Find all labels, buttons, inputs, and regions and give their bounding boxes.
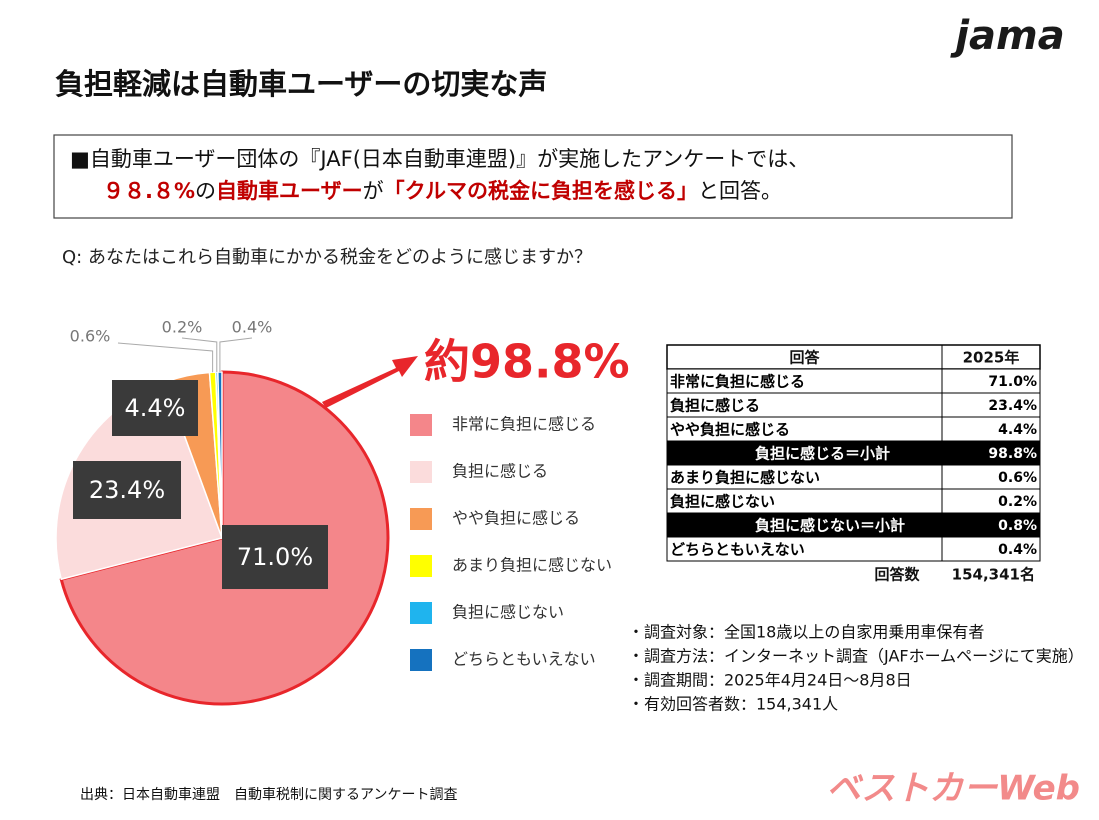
summary-box (53, 134, 1013, 219)
note: ・調査期間：2025年4月24日～8月8日 (628, 671, 912, 690)
legend-swatch (410, 602, 432, 624)
question: Q: あなたはこれら自動車にかかる税金をどのように感じますか？ (62, 247, 592, 268)
legend-label: どちらともいえない (452, 650, 596, 669)
leader-line (117, 342, 214, 373)
annotation-arrow (322, 356, 418, 408)
table-row-bg (666, 512, 1041, 538)
pie-chart: 71.0% 23.4% 4.4% 0.6% 0.2% 0.4% 約98.8% 非常に負担に感じ… (55, 318, 630, 706)
summary-segment: ９８.８% (103, 179, 195, 203)
legend-label: 非常に負担に感じる (452, 415, 596, 434)
summary-segment: の (195, 179, 216, 203)
table-cell: 23.4% (988, 398, 1037, 414)
legend-label: あまり負担に感じない (452, 556, 612, 575)
leader-line (181, 337, 218, 373)
table-header: 回答 (789, 349, 820, 367)
summary-segment: 「クルマの税金に負担を感じる」 (384, 179, 698, 203)
value-label: 4.4% (125, 394, 186, 422)
table-cell: 4.4% (998, 422, 1037, 438)
table-cell: 負担に感じない (670, 493, 775, 511)
summary-segment: 自動車ユーザー (216, 179, 363, 203)
table-cell: 非常に負担に感じる (670, 373, 805, 391)
table-cell: 負担に感じる (670, 397, 760, 415)
logo: jama (949, 13, 1064, 59)
table-row-bg (666, 392, 1041, 418)
table-header: 2025年 (963, 349, 1020, 367)
value-label: 71.0% (237, 543, 313, 571)
table-row-bg (666, 488, 1041, 514)
legend-swatch (410, 461, 432, 483)
slide-title: 負担軽減は自動車ユーザーの切実な声 (55, 67, 547, 101)
table-footer: 回答数 (874, 566, 920, 584)
note: ・調査対象：全国18歳以上の自家用乗用車保有者 (628, 623, 984, 642)
table-cell: あまり負担に感じない (670, 469, 820, 487)
value-label-box (73, 461, 181, 519)
note: ・調査方法：インターネット調査（JAFホームページにて実施） (628, 647, 1084, 666)
summary-segment: が (363, 179, 384, 203)
legend-label: やや負担に感じる (452, 509, 580, 528)
table-row-bg (666, 440, 1041, 466)
notes: ・調査対象：全国18歳以上の自家用乗用車保有者・調査方法：インターネット調査（J… (628, 623, 1084, 714)
legend-label: 負担に感じない (452, 603, 564, 622)
table-cell: 98.8% (988, 446, 1037, 462)
legend-swatch (410, 508, 432, 530)
legend-swatch (410, 649, 432, 671)
table-row-bg (666, 416, 1041, 442)
value-label: 23.4% (89, 476, 165, 504)
value-label: 0.6% (70, 327, 111, 346)
value-label: 0.4% (232, 318, 273, 337)
source: 出典：日本自動車連盟 自動車税制に関するアンケート調査 (80, 786, 457, 803)
table-cell: 71.0% (988, 374, 1037, 390)
table-row-bg (666, 536, 1041, 562)
table-cell: 負担に感じる＝小計 (755, 445, 890, 463)
table-footer: 154,341名 (952, 566, 1035, 584)
watermark: ベストカーWeb (827, 769, 1080, 809)
note: ・有効回答者数：154,341人 (628, 695, 838, 714)
table-cell: 0.8% (998, 518, 1037, 534)
annotation: 約98.8% (424, 335, 630, 389)
table-cell: 0.4% (998, 542, 1037, 558)
table-cell: 負担に感じない＝小計 (755, 517, 905, 535)
legend-label: 負担に感じる (452, 462, 548, 481)
table-header-bg (666, 344, 1041, 370)
table-row-bg (666, 368, 1041, 394)
value-label: 0.2% (162, 318, 203, 337)
legend-swatch (410, 414, 432, 436)
summary-line: ■自動車ユーザー団体の『JAF(日本自動車連盟)』が実施したアンケートでは、 (70, 147, 809, 171)
value-label-box (222, 525, 328, 589)
table-cell: やや負担に感じる (670, 421, 790, 439)
value-label-box (112, 380, 198, 436)
leader-line (219, 337, 253, 373)
table-row-bg (666, 464, 1041, 490)
summary-segment: と回答。 (698, 179, 782, 203)
table-cell: 0.2% (998, 494, 1037, 510)
table-cell: どちらともいえない (670, 541, 805, 559)
summary-line: ９８.８%の自動車ユーザーが「クルマの税金に負担を感じる」と回答。 (103, 179, 782, 203)
table-cell: 0.6% (998, 470, 1037, 486)
legend-swatch (410, 555, 432, 577)
